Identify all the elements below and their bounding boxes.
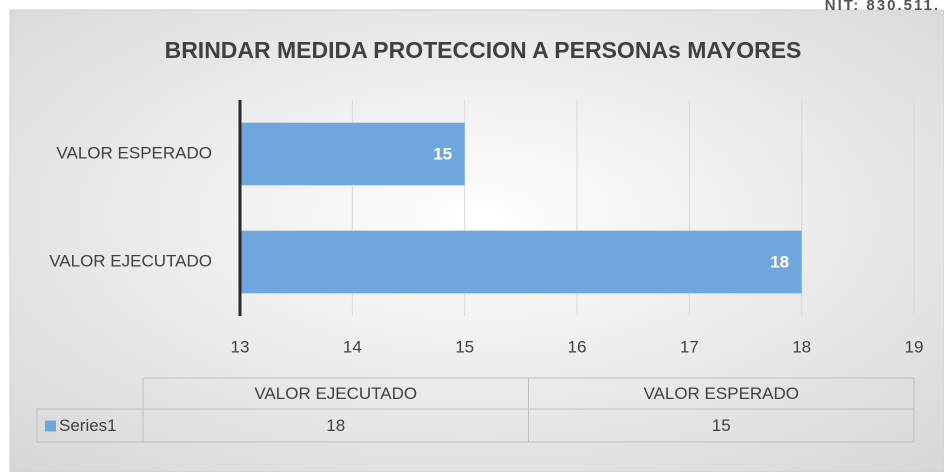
y-tick-label: VALOR EJECUTADO bbox=[49, 251, 212, 270]
table-header: VALOR EJECUTADO bbox=[254, 384, 417, 403]
x-tick-label: 18 bbox=[792, 337, 811, 356]
bar bbox=[240, 230, 802, 294]
legend-label: Series1 bbox=[59, 416, 117, 435]
x-tick-label: 14 bbox=[343, 337, 362, 356]
x-tick-label: 17 bbox=[680, 337, 699, 356]
chart-title: BRINDAR MEDIDA PROTECCION A PERSONAs MAY… bbox=[165, 37, 802, 63]
y-tick-label: VALOR ESPERADO bbox=[56, 143, 212, 162]
table-cell: 18 bbox=[326, 416, 345, 435]
x-tick-label: 19 bbox=[905, 337, 924, 356]
data-label: 18 bbox=[770, 252, 789, 271]
data-label: 15 bbox=[433, 144, 452, 163]
header-text: NIT: 830.511. bbox=[825, 0, 940, 14]
x-tick-label: 13 bbox=[231, 337, 250, 356]
table-cell: 15 bbox=[712, 416, 731, 435]
table-header: VALOR ESPERADO bbox=[643, 384, 799, 403]
legend-swatch bbox=[45, 420, 56, 432]
x-tick-label: 15 bbox=[455, 337, 474, 356]
bar bbox=[240, 122, 465, 186]
x-tick-label: 16 bbox=[568, 337, 587, 356]
